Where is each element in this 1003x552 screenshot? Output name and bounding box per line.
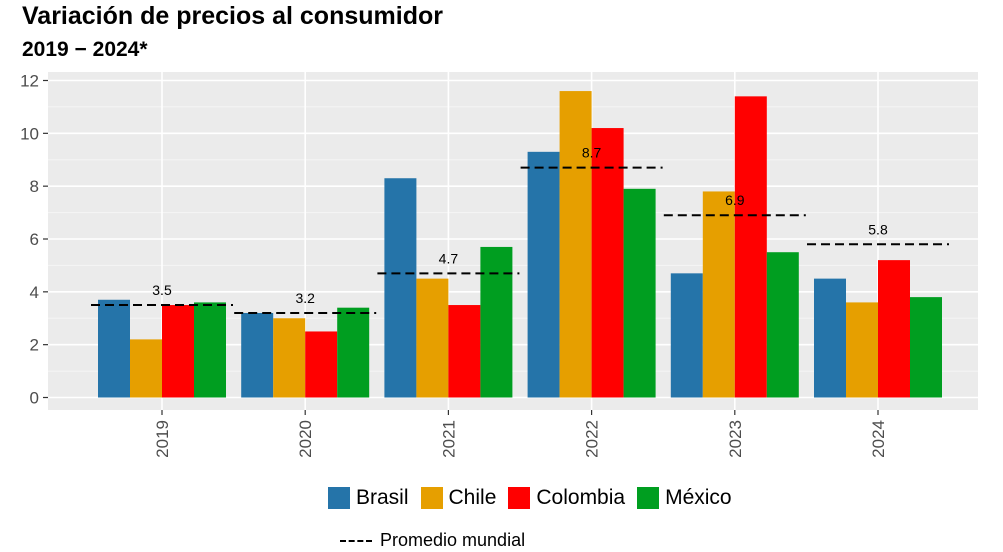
bar-chile-2024 xyxy=(846,302,878,398)
bar-colombia-2024 xyxy=(878,260,910,398)
world-average-label: 8.7 xyxy=(582,145,602,161)
bar-chile-2020 xyxy=(273,318,306,398)
legend-swatch-colombia xyxy=(508,487,531,509)
bar-mexico-2023 xyxy=(766,252,799,398)
bar-colombia-2023 xyxy=(734,96,767,398)
x-tick-label: 2021 xyxy=(439,420,458,458)
bar-brasil-2019 xyxy=(98,299,130,398)
bar-colombia-2020 xyxy=(305,331,338,398)
world-average-label: 5.8 xyxy=(868,221,888,237)
bar-mexico-2019 xyxy=(194,302,226,398)
bar-brasil-2024 xyxy=(814,278,846,398)
bar-colombia-2019 xyxy=(162,305,194,398)
x-tick-label: 2022 xyxy=(583,420,602,458)
y-tick-label: 6 xyxy=(30,230,39,249)
legend-item-mexico: México xyxy=(637,486,732,510)
legend-item-world-average: Promedio mundial xyxy=(340,530,525,551)
bar-mexico-2024 xyxy=(910,297,942,398)
bar-colombia-2022 xyxy=(591,128,624,398)
y-tick-label: 0 xyxy=(30,389,39,408)
y-tick-label: 8 xyxy=(30,177,39,196)
y-tick-label: 12 xyxy=(20,72,39,91)
legend-item-chile: Chile xyxy=(420,486,497,510)
bar-mexico-2022 xyxy=(623,188,656,398)
bar-brasil-2022 xyxy=(527,151,560,398)
x-tick-label: 2020 xyxy=(296,420,315,458)
bar-chart: 3.5 3.2 4.7 8.7 6.9 5.8 0 2 4 6 8 10 12 2019 2020 2021 2… xyxy=(20,72,978,458)
chart-subtitle: 2019 − 2024* xyxy=(22,38,148,61)
world-average-label: 4.7 xyxy=(439,250,459,266)
bar-colombia-2021 xyxy=(448,305,481,398)
y-tick-label: 10 xyxy=(20,124,39,143)
bar-chile-2022 xyxy=(559,91,592,398)
world-average-label: 6.9 xyxy=(725,192,745,208)
bar-chile-2019 xyxy=(130,339,162,398)
bar-brasil-2021 xyxy=(384,178,417,398)
bar-chile-2021 xyxy=(416,278,449,398)
bar-brasil-2020 xyxy=(241,312,274,398)
legend-item-colombia: Colombia xyxy=(508,486,625,510)
chart-title: Variación de precios al consumidor xyxy=(22,2,443,30)
y-tick-label: 4 xyxy=(30,283,39,302)
legend-label-chile: Chile xyxy=(448,486,497,509)
world-average-label: 3.2 xyxy=(295,290,315,306)
bar-mexico-2020 xyxy=(337,307,370,398)
legend-label-world-average: Promedio mundial xyxy=(380,530,526,550)
world-average-label: 3.5 xyxy=(152,282,172,298)
y-tick-label: 2 xyxy=(30,336,39,355)
bar-brasil-2023 xyxy=(670,273,703,398)
legend-swatch-chile xyxy=(420,487,443,509)
x-tick-label: 2023 xyxy=(726,420,745,458)
legend-label-mexico: México xyxy=(665,486,732,509)
legend-label-colombia: Colombia xyxy=(536,486,626,509)
legend-dash-world-average xyxy=(340,539,372,542)
legend-label-brasil: Brasil xyxy=(356,486,409,509)
legend-swatch-mexico xyxy=(637,487,660,509)
legend-swatch-brasil xyxy=(328,487,350,509)
x-tick-label: 2024 xyxy=(869,420,888,458)
bar-chile-2023 xyxy=(702,191,735,398)
x-tick-label: 2019 xyxy=(153,420,172,458)
legend: Brasil Chile Colombia México xyxy=(328,486,744,510)
bar-mexico-2021 xyxy=(480,246,513,398)
legend-item-brasil: Brasil xyxy=(328,486,409,510)
